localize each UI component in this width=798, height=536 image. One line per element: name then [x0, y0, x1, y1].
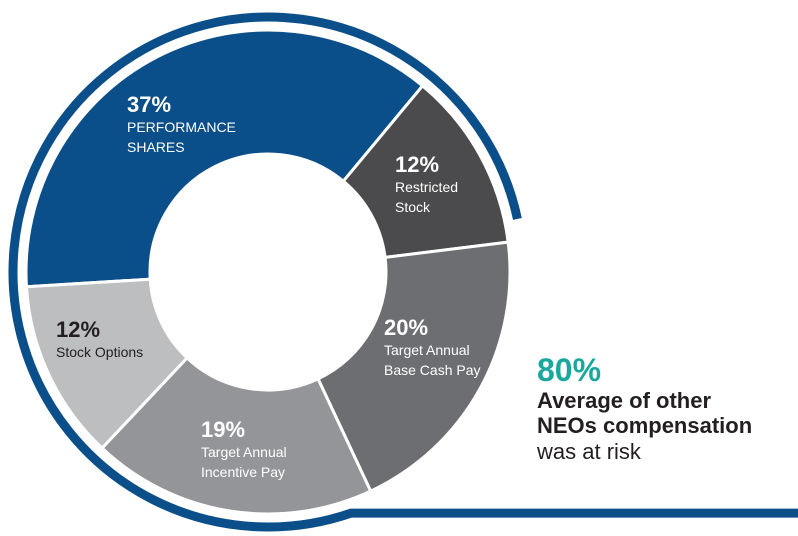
slice-category-label: Stock Options	[56, 344, 143, 360]
callout-line-1: Average of other	[537, 388, 712, 413]
donut-slice-restricted-stock	[341, 83, 510, 260]
donut-slice-stock-options	[24, 277, 190, 451]
slice-percent-label: 20%	[384, 315, 428, 340]
slice-percent-label: 12%	[395, 152, 439, 177]
at-risk-callout: 80% Average of other NEOs compensation w…	[537, 352, 792, 466]
slice-category-label: Stock	[395, 199, 431, 215]
slice-category-label: Restricted	[395, 179, 458, 195]
slice-category-label: Target Annual	[201, 444, 287, 460]
callout-line-2: NEOs compensation	[537, 413, 753, 438]
slice-percent-label: 12%	[56, 317, 100, 342]
slice-category-label: Base Cash Pay	[384, 362, 481, 378]
at-risk-arc	[8, 12, 798, 532]
callout-value: 80%	[537, 352, 602, 388]
slice-percent-label: 19%	[201, 417, 245, 442]
slice-category-label: Incentive Pay	[201, 464, 285, 480]
donut-slices	[24, 28, 512, 516]
donut-slice-target-annual-base-cash-pay	[316, 240, 512, 494]
donut-slice-performance-shares	[24, 28, 425, 289]
donut-slice-target-annual-incentive-pay	[99, 355, 373, 516]
callout-line-3: was at risk	[537, 439, 641, 464]
slice-labels: 37% PERFORMANCE SHARES 12% Restricted Stock 20…	[56, 92, 481, 480]
slice-category-label: PERFORMANCE	[127, 119, 236, 135]
slice-percent-label: 37%	[127, 92, 171, 117]
slice-category-label: SHARES	[127, 139, 185, 155]
slice-category-label: Target Annual	[384, 342, 470, 358]
